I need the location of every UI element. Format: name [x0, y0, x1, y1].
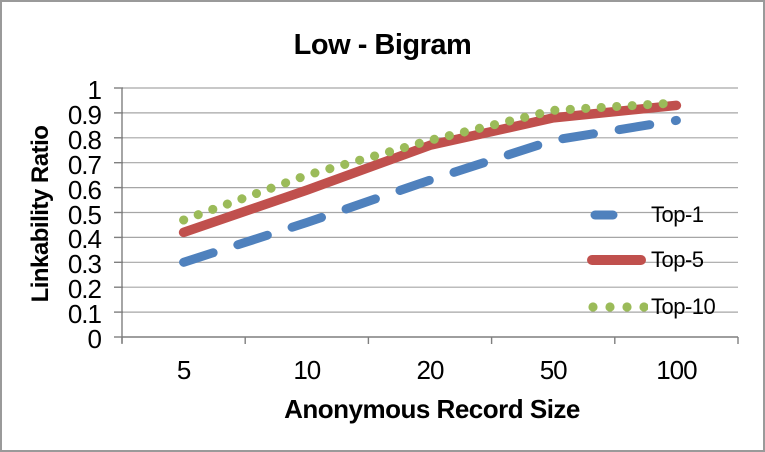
legend-swatch-solid-icon [587, 255, 646, 265]
y-tick-label: 0.1 [67, 299, 102, 330]
y-tick-label: 0 [87, 324, 102, 354]
y-tick-label: 0.6 [67, 174, 102, 205]
x-tick-label: 20 [416, 355, 445, 385]
series-line-top-1 [179, 115, 681, 267]
legend-entry-top-5: Top-5 [586, 247, 704, 273]
y-tick-label: 0.4 [67, 224, 102, 255]
x-tick-label: 5 [176, 355, 191, 385]
legend-swatch-dash-icon [590, 210, 618, 220]
x-tick-label: 100 [656, 355, 697, 385]
legend-entry-top-1: Top-1 [586, 202, 704, 228]
y-tick-label: 0.3 [67, 249, 102, 280]
x-axis-title: Anonymous Record Size [284, 394, 580, 424]
y-tick-label: 1 [87, 75, 102, 105]
legend-label: Top-5 [651, 247, 704, 272]
legend-label: Top-10 [651, 294, 716, 319]
x-tick-label: 10 [293, 355, 321, 385]
chart-title: Low - Bigram [293, 29, 472, 61]
series-line-top-5 [178, 100, 682, 238]
legend-label: Top-1 [651, 202, 704, 227]
y-tick-label: 0.2 [67, 274, 102, 305]
y-tick-label: 0.8 [67, 124, 102, 155]
y-tick-label: 0.9 [67, 99, 102, 130]
legend-entry-top-10: Top-10 [586, 294, 716, 320]
y-tick-label: 0.5 [67, 199, 102, 230]
y-tick-label: 0.7 [67, 149, 102, 180]
x-tick-label: 50 [539, 355, 568, 385]
series-line-top-10 [179, 98, 681, 225]
legend-swatch-dots-icon [588, 302, 648, 312]
